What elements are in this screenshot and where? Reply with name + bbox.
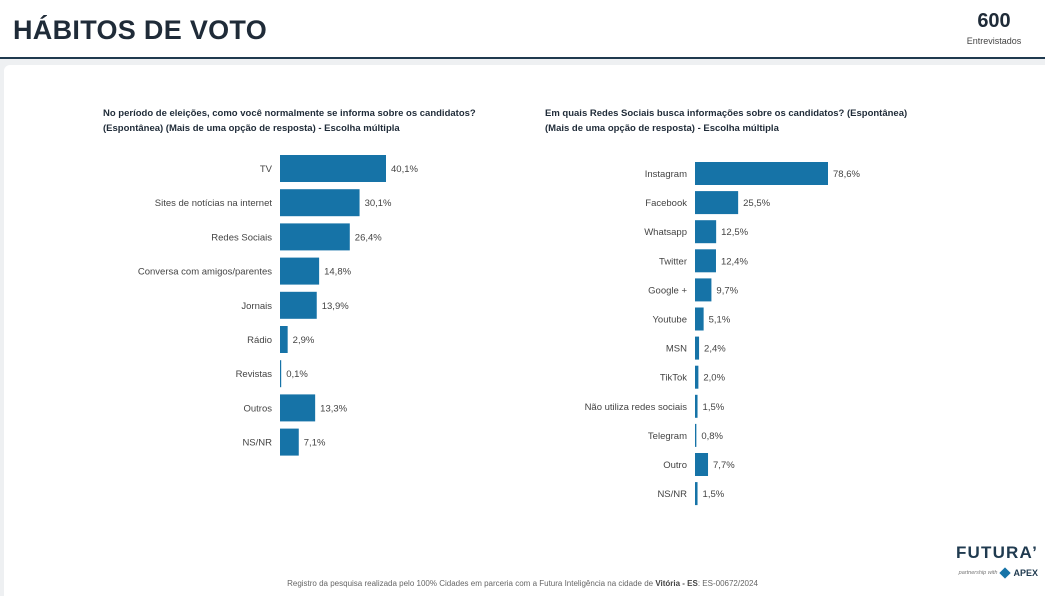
category-label: Outros xyxy=(243,403,272,414)
bar xyxy=(695,394,698,418)
brand-name: FUTURA’ xyxy=(955,543,1038,562)
chart-right-question: Em quais Redes Sociais busca informações… xyxy=(545,108,908,134)
bar xyxy=(280,189,360,217)
category-label: Revistas xyxy=(236,369,273,380)
bar xyxy=(695,307,704,331)
footer-note-suffix: : ES-00672/2024 xyxy=(697,579,758,588)
bar xyxy=(280,257,320,285)
bar xyxy=(280,291,317,319)
value-label: 40,1% xyxy=(391,164,418,175)
value-label: 0,8% xyxy=(701,431,723,442)
value-label: 7,7% xyxy=(713,460,735,471)
category-label: NS/NR xyxy=(657,489,687,500)
category-label: MSN xyxy=(666,344,687,355)
value-label: 26,4% xyxy=(355,232,382,243)
category-label: Conversa com amigos/parentes xyxy=(138,267,272,278)
bar xyxy=(695,336,700,360)
bar xyxy=(695,365,699,389)
category-label: NS/NR xyxy=(242,438,272,449)
value-label: 2,4% xyxy=(704,344,726,355)
value-label: 7,1% xyxy=(304,438,326,449)
bar xyxy=(695,220,717,244)
value-label: 30,1% xyxy=(365,198,392,209)
value-label: 13,3% xyxy=(320,403,347,414)
category-label: TikTok xyxy=(660,373,687,384)
category-label: Instagram xyxy=(645,169,687,180)
apex-diamond-icon xyxy=(999,567,1012,579)
bar xyxy=(695,191,739,215)
category-label: Youtube xyxy=(652,315,687,326)
value-label: 1,5% xyxy=(703,402,725,413)
value-label: 2,0% xyxy=(703,373,725,384)
footer-note: Registro da pesquisa realizada pelo 100%… xyxy=(0,579,1045,588)
category-label: TV xyxy=(260,164,273,175)
category-label: Telegram xyxy=(648,431,687,442)
bar xyxy=(695,278,712,302)
value-label: 0,1% xyxy=(286,369,308,380)
footer-note-prefix: Registro da pesquisa realizada pelo 100%… xyxy=(287,579,656,588)
footer-note-city: Vitória - ES xyxy=(655,579,698,588)
category-label: Twitter xyxy=(659,256,687,267)
value-label: 9,7% xyxy=(716,285,738,296)
value-label: 14,8% xyxy=(324,267,351,278)
value-label: 12,4% xyxy=(721,256,748,267)
category-label: Facebook xyxy=(645,198,687,209)
bar xyxy=(695,453,709,476)
bar xyxy=(280,428,299,456)
value-label: 13,9% xyxy=(322,301,349,312)
page-title: HÁBITOS DE VOTO xyxy=(13,15,268,45)
bar xyxy=(280,394,316,422)
value-label: 25,5% xyxy=(743,198,770,209)
bar xyxy=(695,482,698,506)
brand-partner: partnership with APEX xyxy=(946,567,1038,579)
category-label: Rádio xyxy=(247,335,272,346)
value-label: 12,5% xyxy=(721,227,748,238)
category-label: Redes Sociais xyxy=(211,232,272,243)
value-label: 5,1% xyxy=(709,315,731,326)
value-label: 78,6% xyxy=(833,169,860,180)
value-label: 2,9% xyxy=(293,335,315,346)
respondents-number: 600 xyxy=(977,10,1011,32)
respondents-count: 600 Entrevistados xyxy=(959,10,1029,46)
category-label: Outro xyxy=(663,460,687,471)
chart-right: Instagram 78,6% Facebook 25,5% Whatsapp 12,5%… xyxy=(585,162,860,506)
category-label: Whatsapp xyxy=(644,227,687,238)
chart-left: TV 40,1% Sites de notícias na internet 30,1… xyxy=(138,155,418,456)
apex-name: APEX xyxy=(1013,568,1038,578)
brand-partner-text: partnership with xyxy=(958,570,998,576)
header: HÁBITOS DE VOTO 600 Entrevistados xyxy=(0,0,1045,59)
chart-left-question: No período de eleições, como você normal… xyxy=(103,108,476,134)
respondents-label: Entrevistados xyxy=(966,36,1022,46)
bar xyxy=(695,162,828,185)
bar xyxy=(280,360,282,388)
bar xyxy=(280,326,288,353)
content-panel xyxy=(4,65,1045,596)
bar xyxy=(280,223,350,251)
category-label: Google + xyxy=(648,285,687,296)
category-label: Jornais xyxy=(241,301,272,312)
brand-logo: FUTURA’ partnership with APEX xyxy=(946,543,1038,579)
bar xyxy=(695,423,697,447)
bar xyxy=(280,155,386,182)
bar xyxy=(695,249,716,273)
category-label: Não utiliza redes sociais xyxy=(585,402,688,413)
value-label: 1,5% xyxy=(703,489,725,500)
category-label: Sites de notícias na internet xyxy=(155,198,273,209)
